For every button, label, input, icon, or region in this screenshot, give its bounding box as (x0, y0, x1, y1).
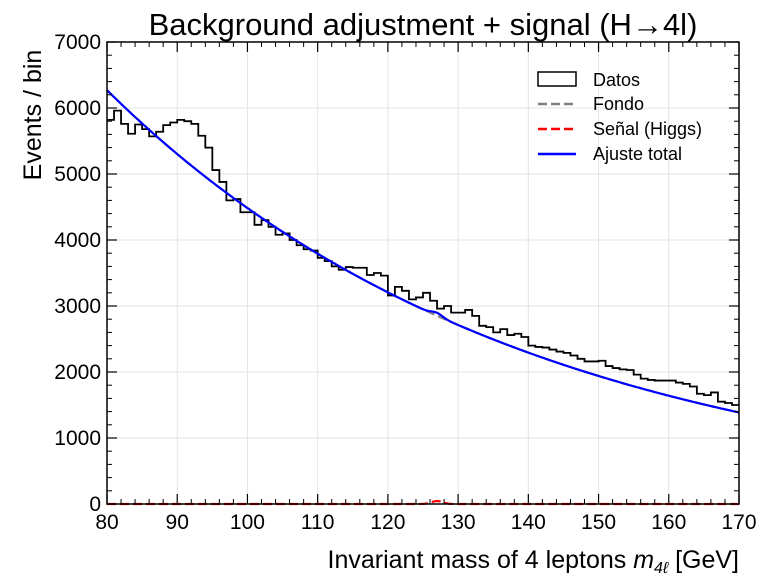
x-axis-label-symbol: m (633, 546, 654, 574)
grid (107, 42, 739, 504)
x-tick-label: 90 (166, 511, 189, 534)
x-tick-label: 110 (301, 511, 334, 534)
x-tick-label: 150 (581, 511, 616, 534)
legend-label-datos: Datos (593, 70, 640, 90)
y-tick-label: 6000 (54, 97, 101, 120)
x-axis-label-text: Invariant mass of 4 leptons (328, 546, 634, 574)
legend-label-ajuste: Ajuste total (593, 144, 682, 164)
x-axis-label: Invariant mass of 4 leptons m4ℓ [GeV] (328, 546, 740, 577)
x-tick-label: 100 (230, 511, 265, 534)
plot-frame (106, 41, 740, 505)
x-axis-label-unit: [GeV] (668, 546, 739, 574)
legend: Datos Fondo Señal (Higgs) Ajuste total (537, 70, 702, 164)
series-ajuste-total (106, 89, 740, 414)
y-tick-label: 1000 (54, 427, 101, 450)
y-tick-label: 2000 (54, 361, 101, 384)
x-tick-label: 130 (441, 511, 476, 534)
x-axis-label-subscript: 4ℓ (654, 560, 669, 577)
x-tick-label: 120 (370, 511, 405, 534)
y-tick-label: 3000 (54, 295, 101, 318)
legend-label-fondo: Fondo (593, 94, 644, 114)
x-tick-label: 170 (721, 511, 756, 534)
y-axis-label: Events / bin (19, 50, 47, 181)
series-datos (107, 109, 739, 406)
y-tick-label: 5000 (54, 163, 101, 186)
y-tick-label: 4000 (54, 229, 101, 252)
x-tick-label: 160 (651, 511, 686, 534)
legend-swatch-datos (537, 71, 577, 87)
chart-title: Background adjustment + signal (H→4l) (149, 7, 698, 42)
legend-label-senal: Señal (Higgs) (593, 119, 702, 139)
x-tick-label: 140 (511, 511, 546, 534)
x-tick-label: 80 (95, 511, 118, 534)
y-tick-label: 0 (89, 493, 101, 516)
axis-ticks: 80 90 100 110 120 130 140 150 160 170 0 1000 2000 300… (54, 31, 756, 534)
y-tick-label: 7000 (54, 31, 101, 54)
